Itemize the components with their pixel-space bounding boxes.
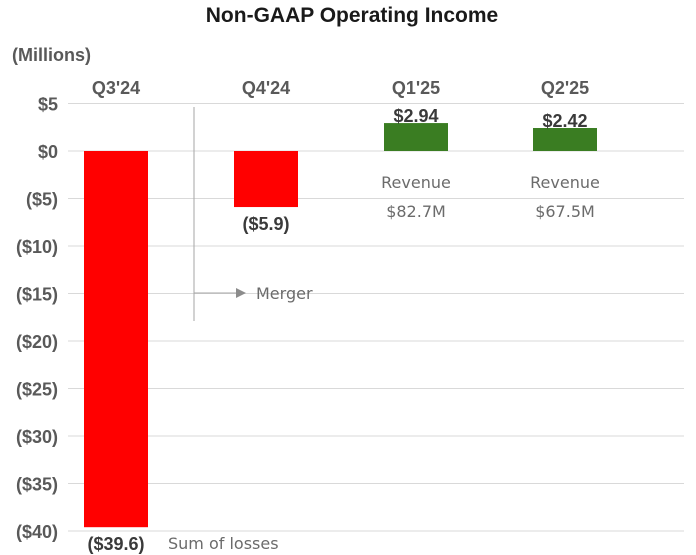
sum-of-losses-label: Sum of losses — [168, 534, 279, 553]
y-tick-label: $0 — [38, 142, 58, 162]
y-tick-label: ($40) — [16, 522, 58, 542]
data-label: ($39.6) — [87, 534, 144, 554]
y-tick-label: $5 — [38, 95, 58, 115]
chart-title: Non-GAAP Operating Income — [206, 4, 498, 27]
x-category-label: Q3'24 — [92, 78, 140, 98]
x-category-label: Q2'25 — [541, 78, 589, 98]
merger-label: Merger — [256, 284, 313, 303]
bar-q125 — [384, 123, 448, 151]
merger-arrow-head — [236, 288, 246, 298]
bar-q424 — [234, 151, 298, 208]
y-tick-label: ($20) — [16, 332, 58, 352]
units-label: (Millions) — [12, 45, 91, 65]
y-axis-ticks: $5 $0 ($5) ($10) ($15) ($20) ($25) ($30) ($35) ($… — [16, 95, 58, 543]
y-tick-label: ($10) — [16, 237, 58, 257]
data-labels: ($39.6) ($5.9) $2.94 $2.42 — [87, 106, 587, 554]
revenue-label-q2: Revenue — [530, 173, 600, 192]
bar-q324 — [84, 151, 148, 528]
bar-q225 — [533, 128, 597, 151]
y-tick-label: ($5) — [26, 190, 58, 210]
data-label: ($5.9) — [242, 214, 289, 234]
x-axis-categories: Q3'24 Q4'24 Q1'25 Q2'25 — [92, 78, 589, 98]
revenue-label-q1: Revenue — [381, 173, 451, 192]
y-tick-label: ($15) — [16, 285, 58, 305]
data-label: $2.94 — [393, 106, 438, 126]
y-tick-label: ($30) — [16, 427, 58, 447]
bars — [84, 123, 597, 528]
revenue-value-q2: $67.5M — [535, 202, 595, 221]
y-tick-label: ($25) — [16, 380, 58, 400]
revenue-value-q1: $82.7M — [386, 202, 446, 221]
gridlines — [68, 103, 684, 532]
data-label: $2.42 — [542, 111, 587, 131]
x-category-label: Q4'24 — [242, 78, 290, 98]
x-category-label: Q1'25 — [392, 78, 440, 98]
y-tick-label: ($35) — [16, 475, 58, 495]
